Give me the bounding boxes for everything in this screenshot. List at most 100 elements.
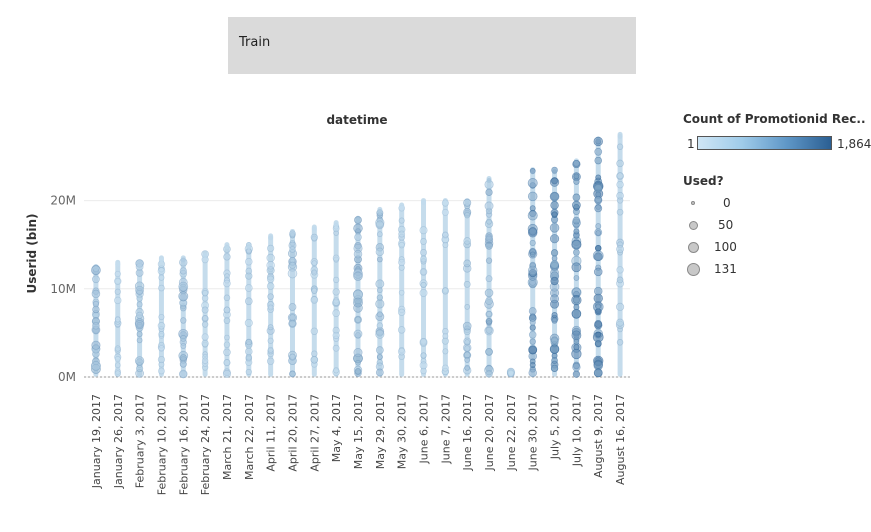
- data-point: [179, 360, 187, 368]
- data-point: [333, 367, 340, 374]
- data-point: [114, 288, 121, 295]
- x-tick-label: March 21, 2017: [221, 394, 234, 480]
- data-point: [594, 204, 603, 213]
- data-point: [266, 275, 275, 283]
- data-point: [137, 261, 143, 267]
- data-point: [310, 233, 318, 241]
- data-point: [266, 357, 275, 365]
- data-point: [616, 143, 624, 150]
- data-point: [573, 228, 580, 235]
- data-point: [157, 322, 166, 330]
- data-point: [91, 360, 101, 371]
- data-point: [616, 245, 625, 254]
- data-point: [179, 354, 187, 362]
- data-point: [484, 201, 494, 211]
- data-point: [616, 318, 625, 327]
- data-point: [223, 341, 231, 348]
- data-point: [222, 369, 231, 378]
- data-point: [464, 200, 470, 206]
- data-point: [419, 361, 428, 370]
- data-point: [571, 308, 582, 319]
- x-tick-label: April 27, 2017: [308, 394, 321, 472]
- data-point: [420, 255, 427, 263]
- data-point: [311, 260, 318, 267]
- data-point: [376, 353, 383, 360]
- data-point: [223, 253, 231, 261]
- data-point: [355, 217, 361, 223]
- data-point: [180, 257, 186, 263]
- data-point: [551, 312, 558, 319]
- data-point: [442, 231, 449, 238]
- data-point: [266, 282, 275, 290]
- data-point: [114, 296, 122, 305]
- data-point: [484, 288, 494, 298]
- data-point: [289, 370, 296, 378]
- data-point: [593, 368, 603, 378]
- data-point: [593, 252, 603, 262]
- data-point: [464, 304, 471, 310]
- data-point: [527, 191, 538, 202]
- data-point: [528, 368, 537, 378]
- data-point: [441, 364, 449, 372]
- data-point: [549, 234, 560, 244]
- data-point: [245, 257, 253, 266]
- data-point: [550, 276, 559, 286]
- data-point: [594, 308, 602, 316]
- x-tick-label: July 10, 2017: [570, 394, 583, 467]
- data-point: [266, 261, 275, 270]
- data-point: [158, 367, 165, 375]
- data-point: [268, 235, 274, 241]
- data-point: [527, 177, 538, 188]
- data-point: [419, 226, 428, 235]
- data-point: [134, 320, 145, 330]
- data-point: [136, 364, 144, 373]
- data-point: [550, 201, 559, 210]
- size-legend-item: 100: [683, 238, 869, 260]
- data-point: [572, 296, 581, 304]
- data-point: [288, 261, 297, 269]
- data-point: [549, 177, 560, 187]
- data-point: [549, 223, 560, 233]
- data-point: [529, 324, 536, 331]
- data-point: [136, 301, 143, 308]
- data-point: [201, 339, 209, 348]
- data-point: [375, 346, 384, 355]
- data-point: [464, 339, 471, 346]
- data-point: [616, 172, 624, 180]
- data-point: [595, 331, 602, 338]
- data-point: [595, 174, 602, 181]
- data-point: [246, 244, 252, 250]
- x-tick-label: June 7, 2017: [439, 394, 452, 464]
- data-point: [595, 138, 601, 144]
- data-point: [332, 254, 340, 262]
- data-point: [551, 357, 558, 364]
- data-point: [485, 188, 493, 196]
- data-point: [549, 344, 560, 354]
- size-legend-item: 0: [683, 194, 869, 216]
- data-point: [92, 322, 100, 330]
- data-point: [573, 339, 580, 345]
- title-box: Train: [228, 17, 636, 74]
- data-point: [528, 345, 538, 355]
- data-point: [441, 287, 449, 295]
- data-point: [594, 156, 603, 165]
- data-point: [616, 339, 624, 346]
- data-point: [573, 173, 580, 180]
- data-point: [572, 248, 580, 256]
- data-point: [375, 279, 385, 289]
- x-tick-label: June 30, 2017: [527, 394, 540, 471]
- data-point: [353, 223, 363, 234]
- data-point: [245, 368, 252, 376]
- data-point: [571, 348, 582, 360]
- data-point: [375, 247, 385, 257]
- data-point: [289, 230, 295, 236]
- size-legend-label: 131: [714, 262, 737, 276]
- data-point: [463, 259, 472, 268]
- data-point: [529, 239, 536, 247]
- data-point: [573, 160, 579, 166]
- data-point: [91, 289, 101, 299]
- x-tick-label: February 10, 2017: [155, 394, 168, 495]
- data-point: [333, 276, 340, 284]
- x-tick-label: March 22, 2017: [243, 394, 256, 480]
- data-point: [616, 159, 624, 168]
